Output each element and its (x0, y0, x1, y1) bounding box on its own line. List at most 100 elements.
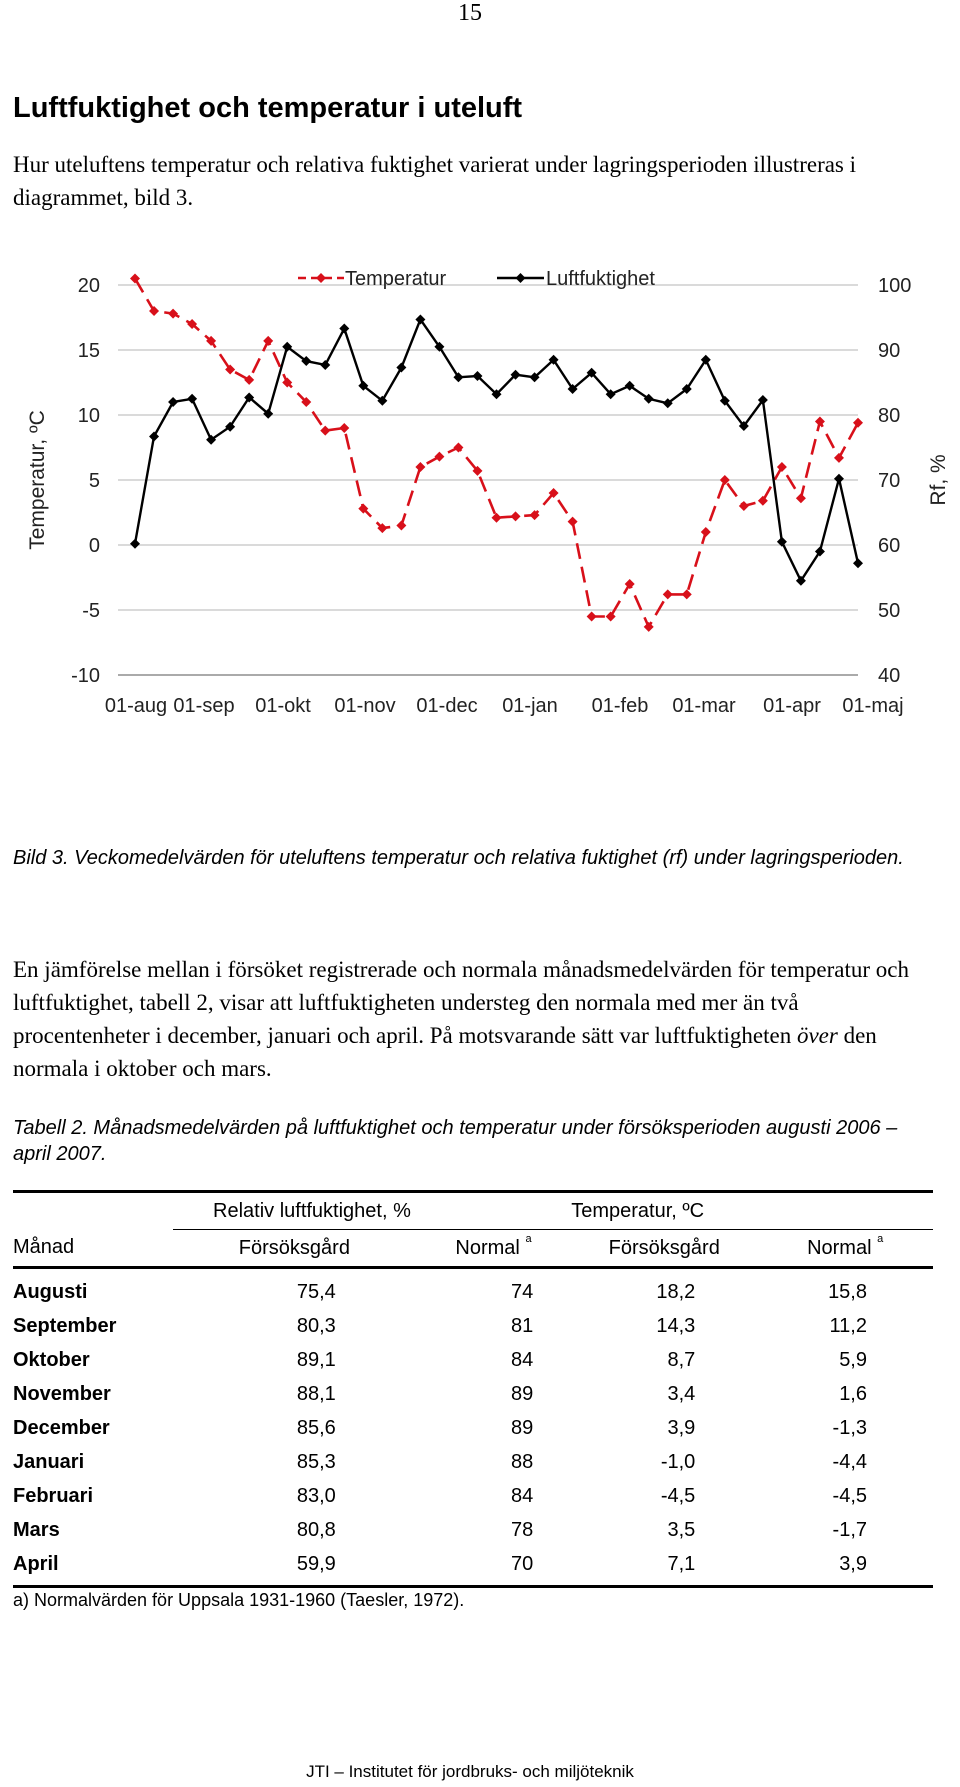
page-footer: JTI – Institutet för jordbruks- och milj… (306, 1762, 634, 1781)
table-row: Mars 80,8 78 3,5 -1,7 (13, 1513, 933, 1547)
x-tick-label: 01-jan (502, 695, 558, 717)
intro-paragraph: Hur uteluftens temperatur och relativa f… (13, 152, 857, 210)
x-tick-label: 01-aug (105, 695, 167, 717)
table-row: September 80,3 81 14,3 11,2 (13, 1309, 933, 1343)
table-row: Oktober 89,1 84 8,7 5,9 (13, 1343, 933, 1377)
rf-farm-cell: 75,4 (296, 1280, 336, 1303)
data-point-humidity (491, 389, 502, 400)
t-normal-cell: 3,9 (757, 1547, 933, 1588)
t-farm-cell: 7,1 (571, 1547, 758, 1588)
data-point-humidity (244, 392, 255, 403)
data-point-humidity (130, 538, 140, 549)
month-cell: Februari (13, 1484, 94, 1507)
data-point-humidity (149, 431, 160, 442)
data-point-humidity (510, 369, 521, 380)
y-tick-label-right: 40 (878, 665, 900, 687)
data-point-humidity (681, 384, 692, 394)
t-normal-cell: 15,8 (828, 1280, 867, 1303)
data-point-humidity (168, 397, 179, 407)
t-normal-cell: 5,9 (839, 1348, 867, 1371)
chart-legend-overlay: Temperatur Luftfuktighet (298, 268, 655, 290)
y-tick-label-right: 100 (878, 275, 911, 297)
x-tick-label: 01-sep (173, 695, 234, 717)
data-point-humidity (282, 341, 293, 352)
y-tick-label-right: 60 (878, 535, 900, 557)
t-normal-cell: -4,4 (832, 1450, 867, 1473)
table-row: Januari 85,3 88 -1,0 -4,4 (13, 1445, 933, 1479)
data-point-temperature (149, 306, 160, 316)
data-point-humidity (434, 341, 445, 352)
data-point-temperature (586, 611, 597, 622)
comparison-text-emphasis: över (796, 1023, 838, 1048)
figure-caption: Bild 3. Veckomedelvärden för uteluftens … (13, 847, 904, 869)
data-point-humidity (833, 473, 844, 484)
y-tick-label-right: 70 (878, 470, 900, 492)
rf-farm-cell: 85,6 (296, 1416, 336, 1439)
table-corner-cell (13, 1190, 173, 1230)
y-tick-label-right: 50 (878, 600, 900, 622)
data-point-humidity (700, 354, 711, 365)
t-farm-cell: 14,3 (656, 1314, 696, 1337)
x-tick-label: 01-maj (842, 695, 903, 717)
data-point-humidity (605, 389, 616, 400)
data-point-temperature (833, 452, 844, 463)
data-point-temperature (396, 520, 407, 531)
chart-axes: 20 100 15 90 10 80 5 70 0 60 -5 50 -10 40 01-aug 01-sep… (26, 275, 950, 717)
data-point-humidity (301, 356, 312, 367)
data-point-humidity (472, 371, 483, 381)
data-point-temperature (358, 503, 369, 514)
data-point-humidity (719, 395, 730, 406)
data-point-temperature (453, 442, 464, 453)
data-point-temperature (662, 589, 673, 600)
data-point-temperature (244, 374, 255, 385)
rf-farm-cell: 88,1 (296, 1382, 336, 1405)
data-point-temperature (434, 451, 445, 462)
table-row: Augusti 75,4 74 18,2 15,8 (13, 1268, 933, 1310)
t-normal-cell: 11,2 (829, 1314, 867, 1337)
data-point-humidity (776, 536, 787, 547)
group-header-temperature: Temperatur, ºC (571, 1190, 933, 1230)
data-point-temperature (301, 397, 312, 407)
rf-farm-cell: 83,0 (296, 1484, 336, 1507)
t-farm-cell: 3,4 (667, 1382, 696, 1405)
data-point-temperature (491, 512, 502, 523)
month-cell: September (13, 1314, 117, 1337)
y-tick-label-left: -5 (82, 600, 100, 622)
data-point-temperature (377, 523, 388, 534)
rf-farm-cell: 80,8 (296, 1518, 336, 1541)
data-point-humidity (567, 384, 578, 394)
data-point-temperature (282, 377, 293, 388)
data-point-humidity (206, 434, 217, 445)
table-row: Februari 83,0 84 -4,5 -4,5 (13, 1479, 933, 1513)
data-point-temperature (643, 621, 654, 632)
data-point-temperature (795, 493, 806, 504)
rf-farm-header: Försöksgård (173, 1229, 416, 1269)
table-row: November 88,1 89 3,4 1,6 (13, 1377, 933, 1411)
data-point-humidity (187, 393, 198, 404)
t-normal-cell: 1,6 (839, 1382, 867, 1405)
data-point-humidity (225, 421, 236, 432)
footnote-marker: a (877, 1232, 884, 1245)
data-point-humidity (624, 380, 635, 391)
group-header-rf: Relativ luftfuktighet, % (173, 1190, 572, 1230)
data-point-humidity (377, 395, 388, 406)
data-point-temperature (472, 465, 483, 476)
temp-normal-header: Normal a (757, 1229, 933, 1269)
y-tick-label-left: 20 (78, 275, 100, 297)
data-point-temperature (263, 335, 274, 346)
month-cell: Augusti (13, 1280, 88, 1303)
data-point-temperature (510, 511, 521, 522)
data-point-temperature (681, 589, 692, 600)
chart-series (130, 273, 863, 632)
data-point-humidity (358, 380, 369, 391)
data-point-humidity (453, 372, 464, 383)
rf-farm-cell: 59,9 (173, 1547, 416, 1588)
t-farm-cell: -1,0 (660, 1450, 696, 1473)
data-point-temperature (814, 416, 825, 427)
rf-normal-cell: 84 (510, 1484, 534, 1507)
data-point-temperature (130, 273, 140, 284)
x-tick-label: 01-okt (255, 695, 311, 717)
rf-normal-cell: 74 (510, 1280, 534, 1303)
data-point-temperature (415, 462, 426, 472)
data-point-humidity (853, 558, 863, 569)
